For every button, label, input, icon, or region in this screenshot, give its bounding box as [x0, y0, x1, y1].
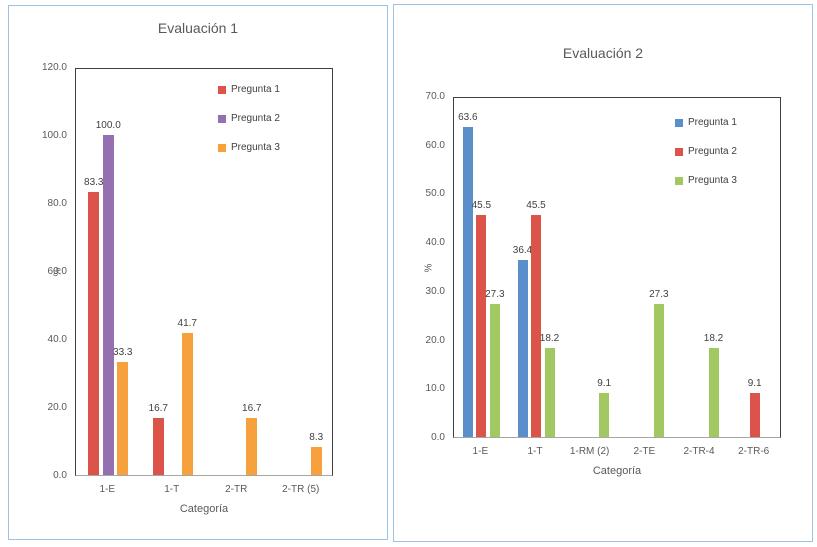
y-axis-tick-label: 60.0 [425, 139, 445, 151]
y-axis-tick-label: 120.0 [41, 62, 67, 73]
chart-panel-evaluacion-2[interactable]: Evaluación 2 63.6 45.5 27.3 36.4 45.5 18.2 9.1… [393, 4, 813, 542]
y-axis-tick-label: 70.0 [425, 91, 445, 102]
y-axis-tick-label: 40.0 [425, 237, 445, 249]
plot-area: 63.6 45.5 27.3 36.4 45.5 18.2 9.1 27.3 18.2 9.1 Pr… [453, 97, 781, 438]
bar-pregunta-2-1-T [531, 215, 541, 437]
bar-pregunta-1-1-T [517, 259, 528, 437]
bar-pregunta-3-1-E [117, 361, 129, 475]
bar-chart-evaluacion-1: 83.3 100.0 33.3 16.7 41.7 16.7 8.3 Pregunta 1 Pr… [9, 6, 387, 539]
legend-label: Pregunta 1 [231, 84, 280, 95]
bar-pregunta-1-1-T [152, 418, 164, 475]
bar-value-label: 36.4 [512, 244, 533, 256]
bar-pregunta-2-2-TR-6 [749, 392, 760, 437]
y-axis-tick-label: 100.0 [41, 130, 67, 141]
bar-pregunta-1-1-E [88, 191, 100, 475]
bar-value-label: 83.3 [84, 176, 104, 188]
legend-swatch-icon [218, 143, 226, 152]
legend-label: Pregunta 2 [688, 146, 737, 157]
bar-value-label: 9.1 [597, 377, 612, 389]
bar-value-label: 8.3 [309, 431, 324, 443]
legend-swatch-icon [675, 118, 683, 127]
legend-label: Pregunta 1 [688, 117, 737, 128]
chart-title: Evaluación 1 [157, 20, 239, 36]
bar-value-label: 16.7 [242, 403, 262, 415]
bar-value-label: 41.7 [177, 318, 197, 330]
bar-value-label: 63.6 [458, 112, 478, 124]
bar-pregunta-3-2-TR-4 [708, 348, 719, 437]
legend: Pregunta 1 Pregunta 2 Pregunta 3 [218, 83, 280, 170]
x-axis-title: Categoría [179, 503, 229, 515]
y-axis-tick-label: 80.0 [47, 198, 67, 209]
bar-pregunta-3-1-E [489, 304, 500, 437]
y-axis-title: % [52, 267, 64, 277]
bar-pregunta-1-1-E [462, 127, 473, 437]
bar-value-label: 33.3 [113, 346, 133, 358]
legend-swatch-icon [218, 85, 226, 94]
legend: Pregunta 1 Pregunta 2 Pregunta 3 [675, 116, 737, 203]
y-axis-tick-label: 10.0 [425, 383, 445, 395]
bar-pregunta-3-1-T [181, 333, 193, 475]
legend-item: Pregunta 1 [218, 83, 280, 96]
x-axis-category-label: 1-T [527, 446, 543, 457]
bar-pregunta-2-1-E [476, 215, 487, 437]
bar-value-label: 9.1 [747, 377, 762, 389]
x-axis-category-label: 2-TR (5) [282, 484, 320, 495]
y-axis-tick-label: 40.0 [47, 334, 67, 345]
x-axis-title: Categoría [592, 465, 642, 477]
legend-label: Pregunta 3 [688, 175, 737, 186]
legend-item: Pregunta 1 [675, 116, 737, 129]
bar-pregunta-3-2-TR (5) [310, 446, 322, 475]
y-axis-tick-label: 0.0 [431, 432, 445, 443]
x-axis-category-label: 2-TR-4 [683, 446, 715, 457]
y-axis-title: % [423, 263, 435, 272]
bar-chart-evaluacion-2: 63.6 45.5 27.3 36.4 45.5 18.2 9.1 27.3 18.2 9.1 Pr… [394, 5, 812, 541]
bar-pregunta-3-1-T [544, 348, 555, 437]
x-axis-category-label: 1-E [99, 484, 116, 495]
legend-swatch-icon [675, 147, 683, 156]
y-axis-tick-label: 60.0 [47, 266, 67, 277]
y-axis-tick-label: 20.0 [47, 402, 67, 413]
plot-area: 83.3 100.0 33.3 16.7 41.7 16.7 8.3 Pregunta 1 Pr… [75, 68, 333, 476]
bar-pregunta-3-1-RM (2) [599, 392, 610, 437]
x-axis-category-label: 1-E [472, 446, 489, 457]
x-axis-category-label: 2-TR-6 [738, 446, 770, 457]
bar-pregunta-2-1-E [102, 135, 114, 475]
bar-value-label: 27.3 [485, 289, 505, 301]
legend-item: Pregunta 3 [218, 141, 280, 154]
bar-pregunta-3-2-TR [246, 418, 258, 475]
x-axis-category-label: 2-TR [225, 484, 248, 495]
legend-item: Pregunta 2 [675, 145, 737, 158]
legend-label: Pregunta 2 [231, 113, 280, 124]
x-axis-category-label: 1-RM (2) [569, 446, 610, 457]
legend-label: Pregunta 3 [231, 142, 280, 153]
bar-value-label: 45.5 [526, 200, 546, 212]
bar-value-label: 45.5 [471, 200, 492, 212]
chart-title: Evaluación 2 [562, 45, 644, 61]
legend-item: Pregunta 3 [675, 174, 737, 187]
bar-pregunta-3-2-TE [653, 304, 664, 437]
legend-item: Pregunta 2 [218, 112, 280, 125]
y-axis-tick-label: 20.0 [425, 334, 445, 346]
legend-swatch-icon [218, 114, 226, 123]
bar-value-label: 18.2 [703, 333, 724, 345]
y-axis-tick-label: 0.0 [53, 470, 67, 481]
y-axis-tick-label: 30.0 [425, 285, 445, 297]
y-axis-tick-label: 50.0 [425, 188, 445, 200]
legend-swatch-icon [675, 176, 683, 185]
chart-panel-evaluacion-1[interactable]: Evaluación 1 83.3 100.0 33.3 16.7 41.7 16.7 8.… [8, 5, 388, 540]
x-axis-category-label: 1-T [164, 484, 180, 495]
bar-value-label: 16.7 [148, 403, 168, 415]
bar-value-label: 18.2 [539, 333, 560, 345]
bar-value-label: 100.0 [95, 120, 121, 131]
bar-value-label: 27.3 [649, 289, 669, 301]
x-axis-category-label: 2-TE [633, 446, 656, 457]
